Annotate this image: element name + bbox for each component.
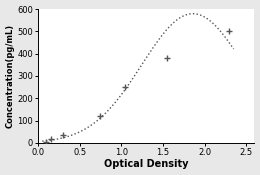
Y-axis label: Concentration(pg/mL): Concentration(pg/mL)	[5, 24, 15, 128]
X-axis label: Optical Density: Optical Density	[104, 159, 188, 169]
